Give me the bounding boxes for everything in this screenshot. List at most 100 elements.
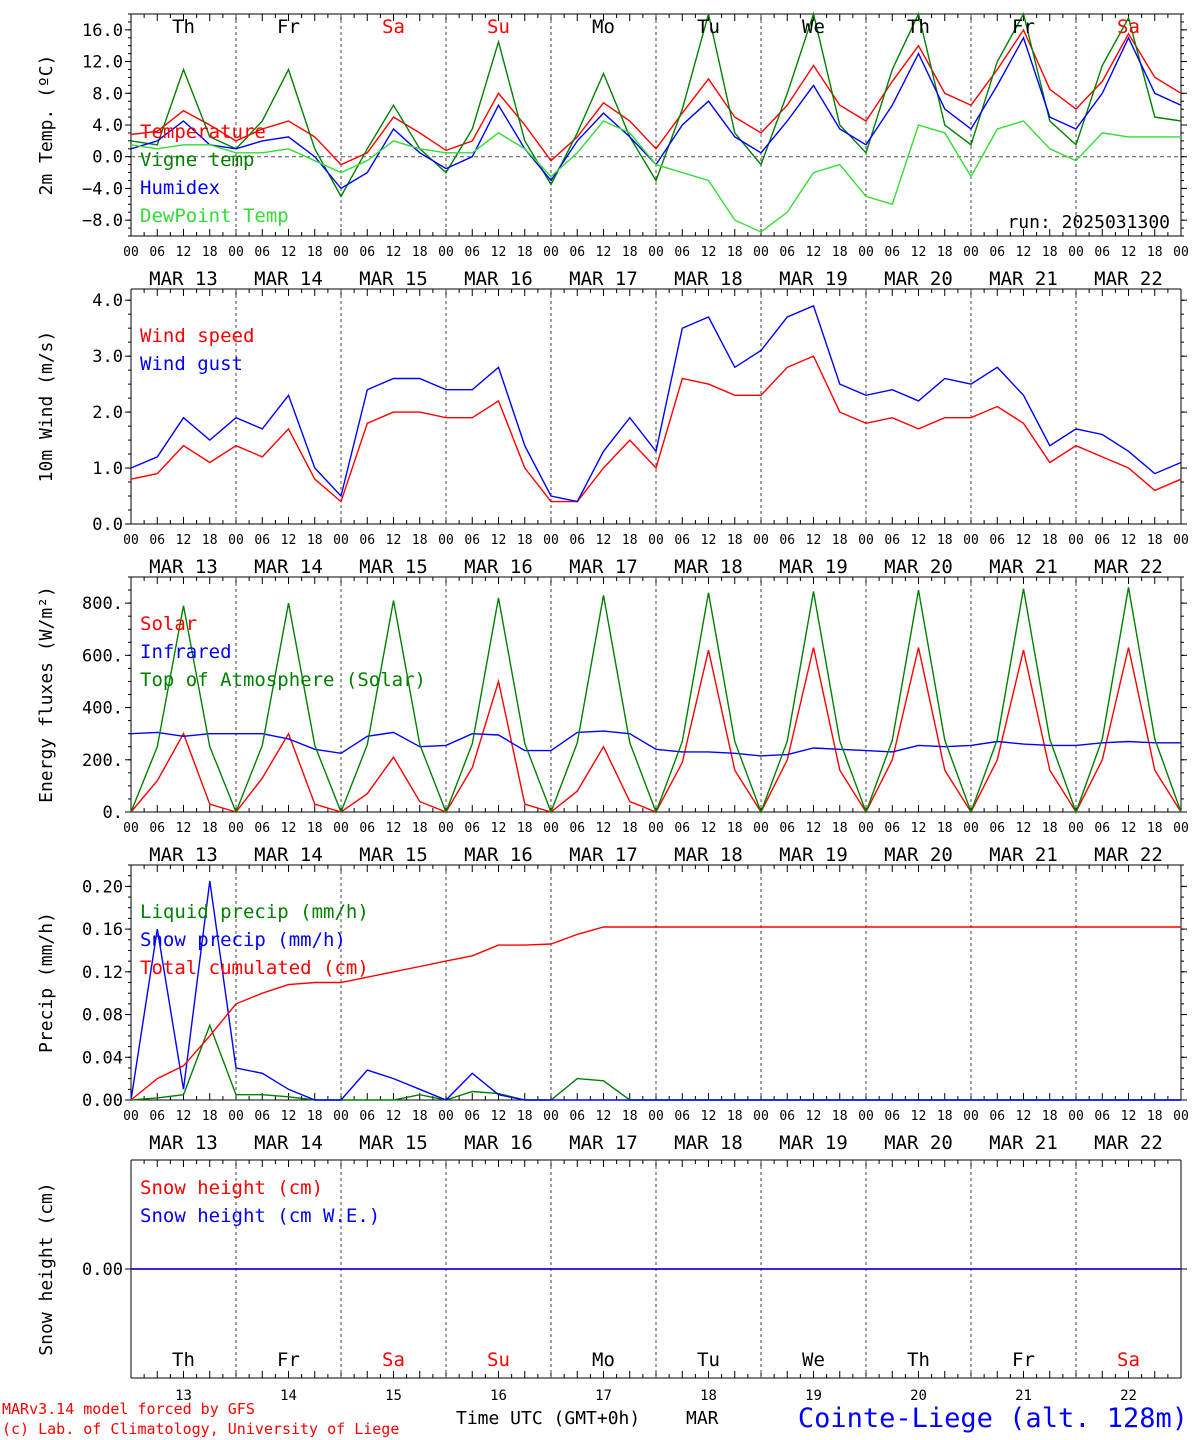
hour-tick-label: 06 [674, 821, 690, 836]
hour-tick-label: 12 [701, 245, 717, 260]
date-label: MAR 17 [569, 268, 638, 290]
weekday-label: Th [172, 1349, 195, 1371]
hour-tick-label: 18 [727, 821, 743, 836]
hour-tick-label: 06 [674, 1109, 690, 1124]
hour-tick-label: 00 [543, 821, 559, 836]
series-line-4-2 [130, 880, 1181, 1101]
hour-tick-label: 06 [569, 821, 585, 836]
hour-tick-label: 18 [937, 245, 953, 260]
hour-tick-label: 06 [569, 533, 585, 548]
hour-tick-label: 06 [359, 533, 375, 548]
hour-tick-label: 18 [517, 1109, 533, 1124]
hour-tick-label: 00 [123, 245, 139, 260]
legend-entry: Wind gust [140, 353, 243, 375]
y-tick-label: 800. [82, 594, 123, 614]
hour-tick-label: 06 [779, 245, 795, 260]
y-tick-label: 2.0 [92, 403, 123, 423]
hour-tick-label: 06 [464, 533, 480, 548]
y-tick-label: 0.0 [92, 515, 123, 535]
y-tick-label: 16.0 [82, 21, 123, 41]
y-tick-label: 0.00 [82, 1260, 123, 1280]
date-label: MAR 17 [569, 1132, 638, 1154]
date-label: MAR 15 [359, 556, 428, 578]
date-label: MAR 20 [884, 1132, 953, 1154]
date-label: MAR 22 [1094, 844, 1163, 866]
y-axis-label: 2m Temp. (ºC) [36, 55, 57, 196]
date-label: MAR 17 [569, 844, 638, 866]
date-label: MAR 19 [779, 268, 848, 290]
hour-tick-label: 12 [911, 1109, 927, 1124]
date-label: MAR 20 [884, 844, 953, 866]
series-line-1-2 [130, 11, 1182, 198]
hour-tick-label: 06 [569, 1109, 585, 1124]
hour-tick-label: 12 [701, 821, 717, 836]
legend-entry: Solar [140, 613, 197, 635]
footer-lab: (c) Lab. of Climatology, University of L… [2, 1420, 399, 1438]
hour-tick-label: 00 [963, 533, 979, 548]
legend-entry: Liquid precip (mm/h) [140, 901, 369, 923]
hour-tick-label: 12 [596, 245, 612, 260]
date-label: MAR 14 [254, 268, 323, 290]
date-label: MAR 21 [989, 844, 1058, 866]
hour-tick-label: 00 [1068, 533, 1084, 548]
panel-4: 0.20 0.16 0.12 0.08 0.04 0.00 Precip (mm/h) Liq… [36, 864, 1189, 1154]
hour-tick-label: 18 [832, 821, 848, 836]
date-label: MAR 14 [254, 844, 323, 866]
date-label: MAR 22 [1094, 1132, 1163, 1154]
date-label: MAR 20 [884, 268, 953, 290]
series-line-4-3 [130, 926, 1181, 1101]
legend-entry: Vigne temp [140, 149, 254, 171]
hour-tick-label: 00 [858, 1109, 874, 1124]
date-label: MAR 22 [1094, 556, 1163, 578]
legend-entry: Infrared [140, 641, 232, 663]
hour-tick-label: 00 [648, 821, 664, 836]
hour-tick-label: 06 [884, 533, 900, 548]
hour-tick-label: 00 [648, 1109, 664, 1124]
hour-tick-label: 00 [228, 245, 244, 260]
hour-tick-label: 06 [149, 1109, 165, 1124]
day-number: 15 [385, 1388, 402, 1404]
legend-entry: Top of Atmosphere (Solar) [140, 669, 426, 691]
legend-entry: Snow height (cm) [140, 1177, 323, 1199]
hour-tick-label: 12 [386, 1109, 402, 1124]
weekday-label: We [802, 1349, 825, 1371]
y-tick-label: 0.00 [82, 1091, 123, 1111]
legend-entry: Wind speed [140, 325, 254, 347]
hour-tick-label: 06 [149, 533, 165, 548]
hour-tick-label: 18 [412, 821, 428, 836]
hour-tick-label: 18 [1042, 1109, 1058, 1124]
hour-tick-label: 00 [123, 533, 139, 548]
day-number: 21 [1015, 1388, 1032, 1404]
hour-tick-label: 12 [281, 533, 297, 548]
date-label: MAR 19 [779, 844, 848, 866]
hour-tick-label: 18 [202, 245, 218, 260]
y-tick-label: 0.08 [82, 1006, 123, 1026]
hour-tick-label: 12 [806, 1109, 822, 1124]
hour-tick-label: 06 [779, 533, 795, 548]
hour-tick-label: 12 [806, 245, 822, 260]
y-tick-label: 400. [82, 699, 123, 719]
run-label: run: 2025031300 [1007, 212, 1170, 233]
hour-tick-label: 00 [543, 245, 559, 260]
hour-tick-label: 00 [333, 1109, 349, 1124]
panel-5: 0.00 Snow height (cm) Snow height (cm) Snow… [36, 1159, 1187, 1379]
hour-tick-label: 18 [622, 821, 638, 836]
hour-tick-label: 00 [753, 1109, 769, 1124]
hour-tick-label: 12 [386, 821, 402, 836]
date-label: MAR 18 [674, 1132, 743, 1154]
date-label: MAR 19 [779, 1132, 848, 1154]
y-axis-label: Snow height (cm) [36, 1182, 57, 1355]
hour-tick-label: 12 [491, 245, 507, 260]
panel-3: 800. 600. 400. 200. 0. Energy fluxes (W/m²) So… [36, 576, 1189, 866]
hour-tick-label: 18 [517, 533, 533, 548]
hour-tick-label: 00 [1173, 821, 1189, 836]
weekday-label: Mo [592, 1349, 615, 1371]
date-label: MAR 20 [884, 556, 953, 578]
hour-tick-label: 18 [517, 245, 533, 260]
y-tick-label: 1.0 [92, 459, 123, 479]
hour-tick-label: 06 [1094, 533, 1110, 548]
hour-tick-label: 18 [727, 1109, 743, 1124]
hour-tick-label: 18 [622, 533, 638, 548]
hour-tick-label: 00 [753, 245, 769, 260]
hour-tick-label: 18 [937, 821, 953, 836]
